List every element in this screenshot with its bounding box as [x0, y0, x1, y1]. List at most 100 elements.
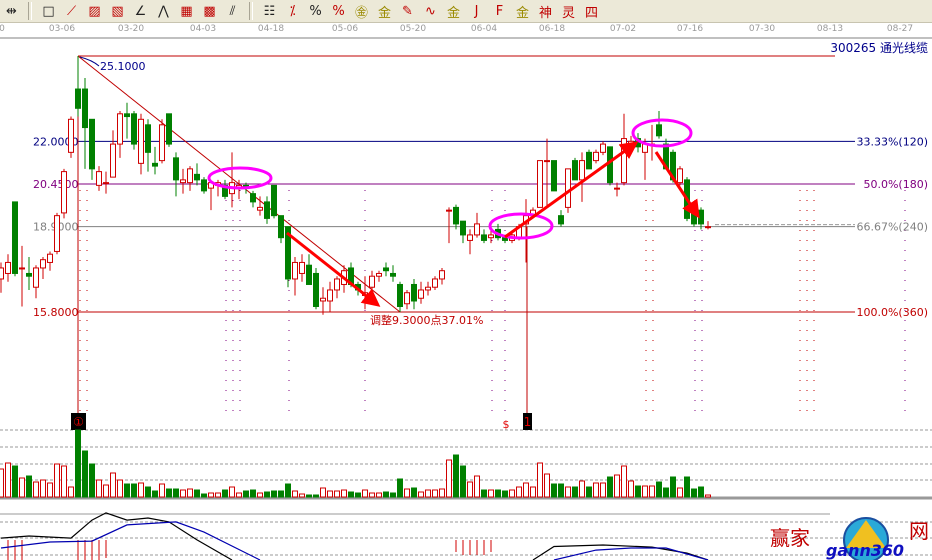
ruler-icon[interactable]: ☷ — [263, 3, 276, 19]
j-fan-icon[interactable]: J — [474, 3, 479, 19]
percent-line-icon[interactable]: ⁒ — [289, 3, 296, 19]
rectangle-tool-icon[interactable]: □ — [42, 3, 55, 19]
gold-circle-icon[interactable]: ㊎ — [354, 5, 368, 21]
volume-bar — [544, 473, 550, 498]
candle — [131, 111, 137, 150]
volume-bar — [488, 489, 494, 498]
candle-body — [586, 151, 592, 170]
gold-fan-icon[interactable]: 金 — [515, 5, 529, 21]
speed-lines-icon[interactable]: ∠ — [134, 3, 147, 19]
date-tick-label: 08-13 — [816, 24, 844, 34]
gann-fan-icon[interactable]: ⟋ — [66, 3, 77, 19]
volume-bar — [376, 492, 382, 498]
volume-bar — [320, 487, 326, 498]
candle — [250, 190, 256, 208]
candle — [159, 119, 165, 164]
candle — [222, 179, 228, 200]
volume-bar — [40, 479, 46, 498]
candle — [600, 141, 606, 156]
candle-body — [299, 261, 305, 274]
marker-dollar: $ — [503, 418, 510, 431]
candle — [369, 270, 375, 290]
volume-bar — [215, 492, 221, 498]
watermark-text-right: 网 — [909, 519, 929, 543]
candle — [586, 149, 592, 170]
candle-body — [166, 113, 172, 145]
candle — [180, 168, 186, 194]
candle-body — [0, 267, 4, 280]
candle-body — [61, 171, 67, 214]
volume-bar — [0, 468, 4, 498]
candle — [404, 289, 410, 310]
candle-body — [152, 162, 158, 167]
percent-levels-icon[interactable]: % — [332, 3, 345, 19]
volume-bar — [264, 491, 270, 498]
date-tick-label: 04-03 — [189, 24, 217, 34]
volume-bar — [222, 489, 228, 498]
square-grid-icon[interactable]: ▩ — [203, 3, 216, 19]
logo-text: gann360 — [826, 541, 904, 560]
volume-bar — [278, 490, 284, 498]
volume-bar — [194, 489, 200, 498]
candle — [677, 166, 683, 186]
candle-body — [19, 267, 25, 270]
gold-ratio-icon[interactable]: 金 — [446, 5, 460, 21]
candle-body — [481, 234, 487, 241]
fit-width-icon[interactable]: ⇹ — [6, 3, 17, 19]
candle-body — [320, 297, 326, 302]
volume-bar — [642, 485, 648, 498]
volume-bar — [348, 491, 354, 498]
candle — [145, 119, 151, 172]
candle-body — [488, 234, 494, 239]
volume-bar — [551, 483, 557, 498]
gann-grid-fan-icon[interactable]: ▧ — [111, 3, 124, 19]
volume-bar — [145, 486, 151, 498]
date-tick-label: 06-18 — [538, 24, 566, 34]
volume-bar — [516, 486, 522, 498]
volume-bar — [684, 476, 690, 498]
grid-icon[interactable]: ▦ — [180, 3, 193, 19]
pen-icon[interactable]: ✎ — [402, 3, 413, 19]
toolbar-separator — [28, 2, 32, 20]
shen-fan-icon[interactable]: 神 — [538, 5, 552, 21]
zigzag-icon[interactable]: ⋀ — [158, 3, 169, 19]
candle-body — [600, 143, 606, 153]
volume-bar — [257, 492, 263, 498]
candle — [607, 146, 613, 186]
si-fan-icon[interactable]: 四 — [584, 5, 598, 21]
candle-body — [68, 118, 74, 153]
percent-icon[interactable]: % — [309, 3, 322, 19]
volume-bar — [313, 494, 319, 498]
gann-box-icon[interactable]: ▨ — [88, 3, 101, 19]
volume-bar — [26, 475, 32, 498]
parallel-lines-icon[interactable]: ⫽ — [229, 3, 236, 19]
sine-wave-icon[interactable]: ∿ — [425, 3, 436, 19]
candle-body — [572, 160, 578, 181]
volume-bar — [54, 463, 60, 498]
volume-bar — [243, 490, 249, 498]
volume-bar — [383, 491, 389, 498]
volume-bar — [187, 488, 193, 498]
gold-levels-icon[interactable]: 金 — [377, 5, 391, 21]
date-tick-label: 06-04 — [470, 24, 498, 34]
candle — [397, 281, 403, 312]
volume-bar — [131, 483, 137, 498]
candle — [54, 212, 60, 255]
adjustment-label: 调整9.3000点37.01% — [370, 313, 483, 327]
high-price-label: 25.1000 — [100, 60, 146, 73]
ling-fan-icon[interactable]: 灵 — [561, 5, 575, 21]
candle — [411, 278, 417, 310]
date-tick-label: 04-18 — [257, 24, 285, 34]
candle — [33, 265, 39, 299]
f-fan-icon[interactable]: F — [495, 3, 504, 19]
volume-bar — [628, 480, 634, 498]
candle — [558, 210, 564, 227]
candle-body — [460, 220, 466, 236]
candle — [75, 56, 81, 117]
volume-bar — [418, 491, 424, 498]
volume-bar — [474, 475, 480, 498]
candle — [103, 171, 109, 194]
candle — [320, 287, 326, 315]
candle-body — [313, 272, 319, 307]
